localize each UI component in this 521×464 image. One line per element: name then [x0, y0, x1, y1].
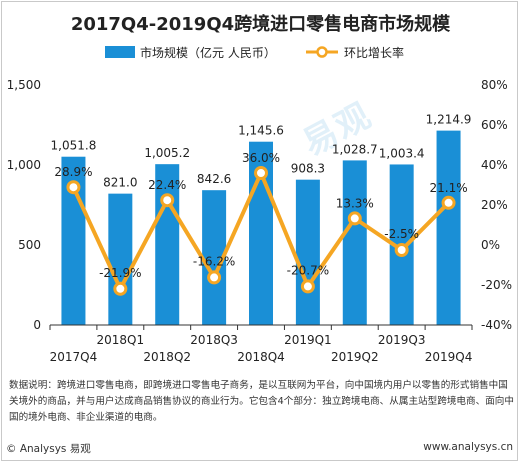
growth-value-label: 21.1%: [429, 181, 467, 195]
growth-point: [160, 193, 175, 208]
growth-value-label: -20.7%: [287, 263, 329, 277]
growth-value-label: 36.0%: [242, 151, 280, 165]
growth-value-label: 28.9%: [54, 165, 92, 179]
data-note: 数据说明：跨境进口零售电商，即跨境进口零售电子商务，是以互联网为平台，向中国境内…: [9, 380, 514, 423]
growth-point: [66, 180, 81, 195]
growth-value-label: -21.9%: [99, 266, 141, 280]
y-right-tick-label: -40%: [481, 318, 512, 332]
growth-value-label: -2.5%: [384, 227, 419, 241]
x-tick-label: 2019Q3: [378, 333, 426, 347]
legend-swatch-bar: [105, 46, 135, 58]
bar-value-label: 1,145.6: [238, 124, 284, 138]
growth-value-label: 22.4%: [148, 178, 186, 192]
bar: [342, 160, 367, 325]
bar-value-label: 908.3: [291, 162, 325, 176]
legend-label-line: 环比增长率: [344, 45, 404, 60]
bar: [295, 179, 320, 325]
legend-swatch-marker: [316, 46, 328, 58]
growth-point: [347, 211, 362, 226]
x-tick-label: 2018Q3: [190, 333, 238, 347]
y-right-tick-label: 20%: [481, 198, 508, 212]
footer-copyright: © Analysys 易观: [6, 443, 91, 455]
y-left-tick-label: 1,500: [7, 78, 41, 92]
bar-value-label: 1,051.8: [51, 139, 97, 153]
y-right-tick-label: -20%: [481, 278, 512, 292]
bar-value-label: 842.6: [197, 172, 231, 186]
y-left-tick-label: 500: [18, 238, 41, 252]
x-tick-label: 2019Q1: [284, 333, 332, 347]
x-tick-label: 2019Q2: [331, 350, 379, 364]
legend-label-bar: 市场规模（亿元 人民币）: [140, 45, 276, 60]
growth-point: [113, 281, 128, 296]
x-tick-label: 2018Q1: [97, 333, 145, 347]
bar: [108, 193, 133, 325]
x-tick-label: 2018Q2: [143, 350, 191, 364]
growth-point: [300, 279, 315, 294]
growth-point: [254, 166, 268, 180]
x-tick-label: 2017Q4: [50, 350, 98, 364]
bar-value-label: 1,214.9: [426, 113, 472, 127]
y-right-tick-label: 0%: [481, 238, 500, 252]
growth-point: [441, 195, 456, 210]
x-tick-label: 2019Q4: [425, 350, 473, 364]
growth-point: [207, 270, 222, 285]
growth-point: [394, 243, 409, 257]
bar: [155, 164, 180, 325]
bar-value-label: 1,005.2: [144, 146, 190, 160]
growth-value-label: -16.2%: [193, 254, 235, 268]
growth-value-label: 13.3%: [336, 196, 374, 210]
y-right-tick-label: 80%: [481, 78, 508, 92]
bar-value-label: 821.0: [103, 176, 137, 190]
bar: [436, 130, 461, 325]
y-left-tick-label: 0: [33, 318, 41, 332]
chart-title: 2017Q4-2019Q4跨境进口零售电商市场规模: [70, 14, 451, 35]
y-left-tick-label: 1,000: [7, 158, 41, 172]
y-right-tick-label: 40%: [481, 158, 508, 172]
bar-value-label: 1,003.4: [379, 146, 425, 160]
x-tick-label: 2018Q4: [237, 350, 285, 364]
footer-url: www.analysys.cn: [423, 441, 513, 453]
bar-value-label: 1,028.7: [332, 142, 378, 156]
y-right-tick-label: 60%: [481, 118, 508, 132]
